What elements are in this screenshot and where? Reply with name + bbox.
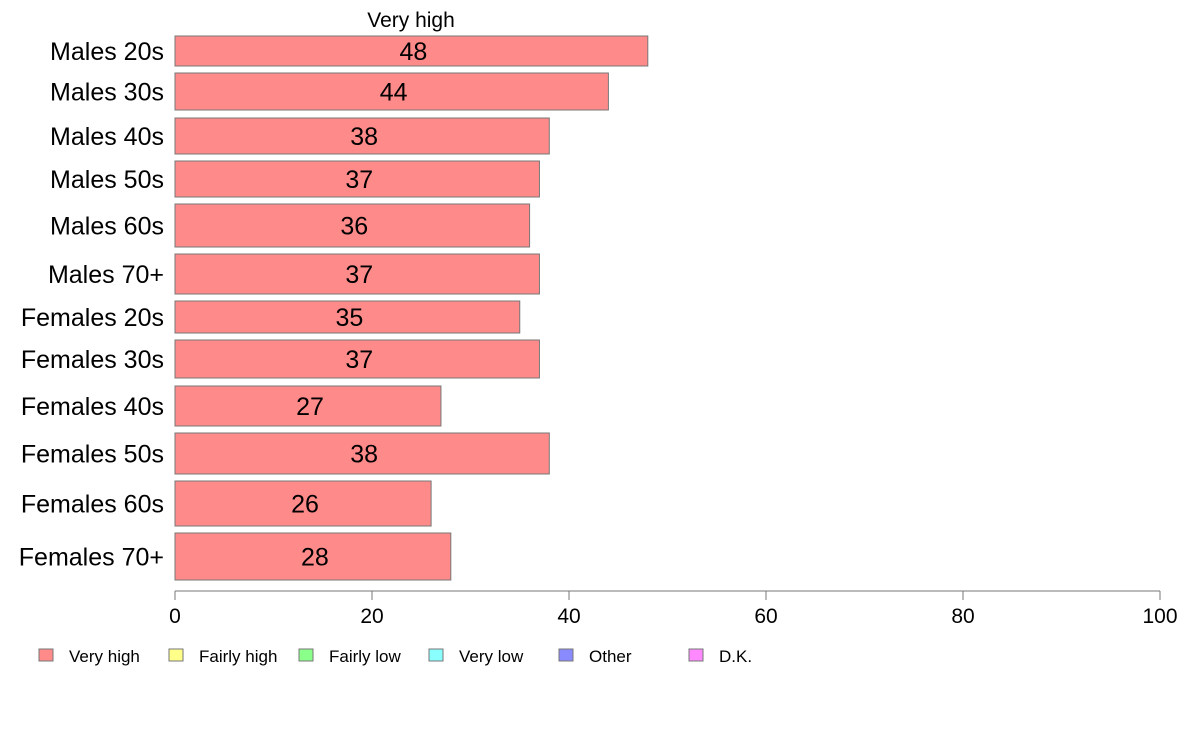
bar [174,203,531,248]
bar-value-label: 36 [340,213,368,241]
legend-swatch [298,648,314,662]
legend-label: Very high [69,647,140,666]
category-label: Females 30s [21,346,164,374]
legend-label: Very low [459,647,524,666]
legend-swatch [428,648,444,662]
bar-value-label: 37 [345,166,373,194]
x-tick-label: 100 [1142,605,1177,628]
bar [174,160,540,198]
x-axis: 0 20 40 60 80 100 [169,590,1178,628]
legend: Very high Fairly high Fairly low Very low Ot… [38,647,752,666]
x-tick-label: 20 [360,605,383,628]
bar [174,385,442,427]
category-label: Females 50s [21,441,164,469]
bar-value-label: 28 [301,544,329,572]
bar [174,253,540,295]
bar-value-label: 37 [345,346,373,374]
legend-label: Fairly low [329,647,402,666]
legend-swatch [38,648,54,662]
bar [174,339,540,379]
bar [174,432,550,475]
bar [174,532,452,581]
category-label: Females 60s [21,491,164,519]
bar-value-label: 26 [291,491,319,519]
category-label: Females 40s [21,393,164,421]
bar-value-label: 44 [380,79,408,107]
category-label: Males 70+ [48,261,164,289]
bar-value-label: 38 [350,123,378,151]
series-title: Very high [367,9,455,32]
bars-group: Males 20s 48 Males 30s 44 Males 40s 38 Males 5… [19,35,649,581]
bar-value-label: 35 [335,304,363,332]
legend-label: Other [589,647,632,666]
bar-value-label: 37 [345,261,373,289]
bar-value-label: 48 [399,38,427,66]
category-label: Males 30s [50,79,164,107]
x-tick-label: 80 [951,605,974,628]
legend-swatch [168,648,184,662]
legend-label: D.K. [719,647,752,666]
bar-value-label: 38 [350,441,378,469]
legend-swatch [558,648,574,662]
category-label: Males 40s [50,123,164,151]
category-label: Males 20s [50,38,164,66]
category-label: Males 60s [50,213,164,241]
bar [174,480,432,527]
bar-value-label: 27 [296,393,324,421]
category-label: Females 20s [21,304,164,332]
x-tick-label: 0 [169,605,181,628]
bar [174,35,649,67]
bar [174,300,521,334]
bar [174,117,550,155]
x-tick-label: 40 [557,605,580,628]
bar [174,72,609,111]
category-label: Males 50s [50,166,164,194]
legend-swatch [688,648,704,662]
category-label: Females 70+ [19,544,164,572]
legend-label: Fairly high [199,647,277,666]
x-tick-label: 60 [754,605,777,628]
